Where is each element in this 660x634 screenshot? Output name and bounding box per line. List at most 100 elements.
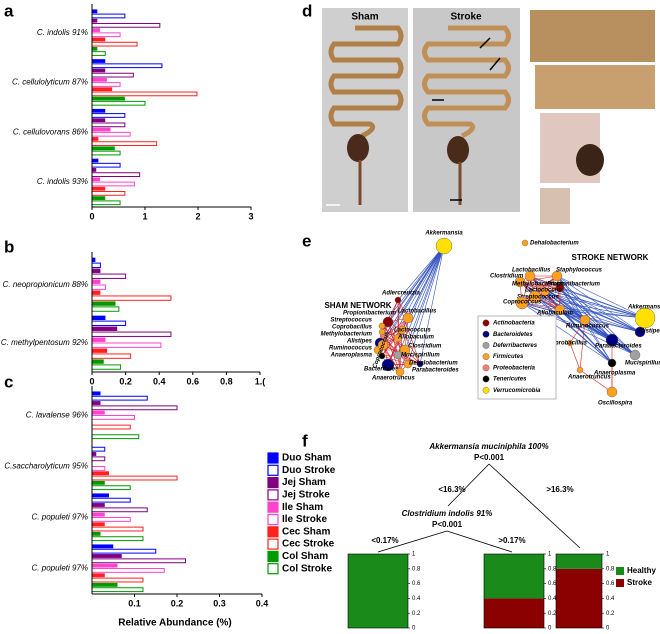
stacked-bar xyxy=(556,554,602,569)
edge xyxy=(556,275,586,321)
node-label: Streptococcus xyxy=(330,318,372,324)
bar xyxy=(91,466,106,471)
node xyxy=(402,312,414,324)
node-label: Anaerotruncus xyxy=(567,375,611,381)
bar xyxy=(91,284,106,290)
bar xyxy=(92,301,116,306)
bar xyxy=(91,526,144,532)
x-tick-label: 1.( xyxy=(255,376,266,386)
photo-title: Stroke xyxy=(450,12,482,23)
legend-label: Ile Sham xyxy=(282,502,323,513)
node xyxy=(416,360,424,368)
edge xyxy=(404,317,409,351)
legend-box xyxy=(477,315,557,400)
legend-label: Stroke xyxy=(627,578,652,587)
bar xyxy=(92,410,105,415)
bar xyxy=(91,41,138,47)
node-label: Clostridium xyxy=(490,274,524,280)
bar xyxy=(91,558,186,564)
edge xyxy=(397,299,421,365)
bar xyxy=(92,257,96,263)
y-tick-label: 0.4 xyxy=(548,596,557,602)
bar xyxy=(92,563,118,568)
node-label: Anaerotruncus xyxy=(371,376,415,382)
node-label: Methylobacterium xyxy=(512,282,564,288)
edge xyxy=(556,275,646,319)
x-axis-title: Relative Abundance (%) xyxy=(118,618,232,629)
bar xyxy=(92,471,109,476)
edge xyxy=(381,245,445,357)
bar xyxy=(91,306,120,312)
bar-frame xyxy=(483,553,545,629)
node-label: Dehalobacterium xyxy=(530,241,579,247)
edge xyxy=(382,344,401,373)
tree-text: P<0.001 xyxy=(474,453,505,462)
node xyxy=(381,358,395,372)
x-tick-label: 0.6 xyxy=(187,376,200,386)
legend-label: Verrucomicrobia xyxy=(493,388,541,394)
node xyxy=(528,290,542,304)
edge xyxy=(381,355,409,365)
bar xyxy=(91,82,121,87)
x-tick-label: 0 xyxy=(89,211,94,221)
legend-swatch xyxy=(482,341,490,349)
x-tick-label: 0.3 xyxy=(213,598,226,608)
bar xyxy=(91,331,172,337)
bar xyxy=(92,196,106,200)
bar xyxy=(92,348,108,353)
legend-swatch xyxy=(267,538,279,550)
bar xyxy=(91,273,127,279)
bar xyxy=(91,51,106,56)
legend-label: Firmicutes xyxy=(493,354,524,360)
legend-swatch xyxy=(482,375,490,383)
legend-label: Proteobacteria xyxy=(493,365,536,371)
intestine xyxy=(422,25,511,139)
photo xyxy=(535,65,655,109)
bar xyxy=(92,46,98,51)
legend-swatch xyxy=(482,364,490,372)
bar xyxy=(92,337,106,342)
category-label: C. indolis 93% xyxy=(37,177,88,186)
node xyxy=(521,239,529,247)
node xyxy=(382,316,394,328)
panel-label: c xyxy=(4,372,13,391)
bar xyxy=(91,32,121,38)
category-label: C. cellulolyticum 87% xyxy=(12,78,88,87)
bar xyxy=(91,415,135,420)
node-label: Anaeroplasma xyxy=(330,353,373,359)
bar xyxy=(92,531,101,536)
edge xyxy=(544,291,613,364)
legend-label: Cec Stroke xyxy=(282,539,335,550)
cecum xyxy=(576,144,604,176)
bar xyxy=(91,181,135,187)
edge xyxy=(544,291,586,321)
x-tick-label: 0.2 xyxy=(171,598,184,608)
edge xyxy=(387,321,399,356)
bar xyxy=(92,503,105,507)
bar xyxy=(92,401,101,405)
node xyxy=(399,344,411,356)
node xyxy=(634,307,656,329)
photo-panel xyxy=(322,8,655,224)
cecum xyxy=(447,136,469,164)
legend-swatch xyxy=(267,513,279,526)
node xyxy=(514,276,526,288)
node xyxy=(378,322,386,330)
node-label: Lactococcus xyxy=(394,328,431,334)
category-label: C. lavalense 96% xyxy=(26,411,88,420)
cecum xyxy=(347,134,369,162)
panel-label: b xyxy=(4,237,14,256)
tree-text: Akkermansia muciniphila 100% xyxy=(428,442,548,451)
bar xyxy=(92,77,107,82)
bar xyxy=(92,168,97,172)
node-label: Propionibacterium xyxy=(343,311,397,317)
bar xyxy=(92,59,106,63)
bar xyxy=(91,395,148,401)
bar xyxy=(92,96,125,101)
edge xyxy=(559,309,636,356)
node-label: Methylobacterium xyxy=(321,332,373,338)
y-tick-label: 1 xyxy=(606,552,610,558)
legend-swatch xyxy=(482,319,490,327)
bar xyxy=(91,517,131,522)
bar xyxy=(91,113,126,118)
